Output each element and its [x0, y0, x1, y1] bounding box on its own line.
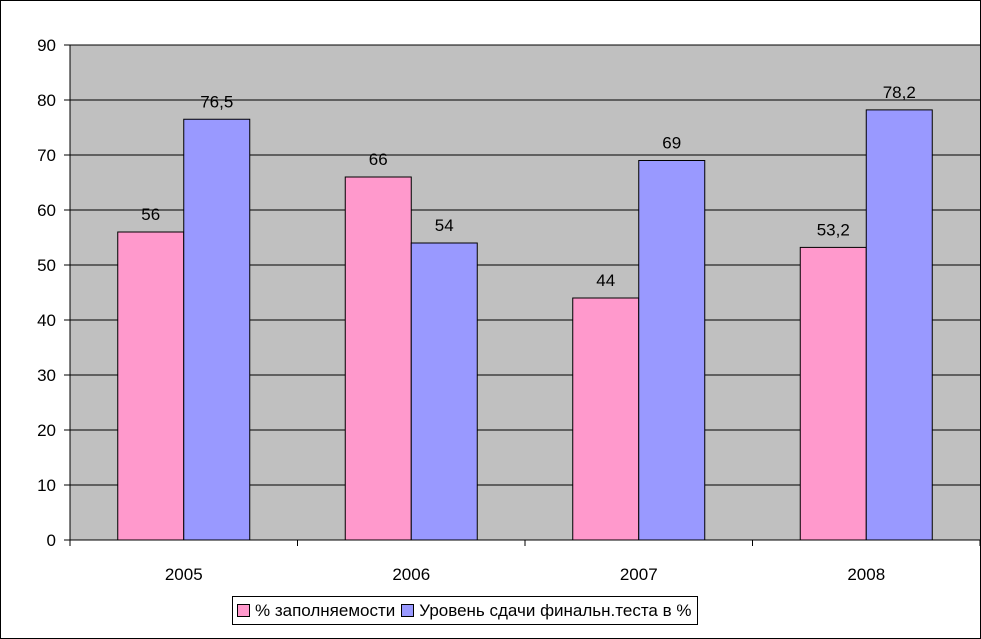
bar [410, 242, 478, 541]
legend-label-series-1: % заполняемости [255, 600, 396, 620]
data-labels: 56 76,5 66 54 44 69 53,2 78,2 [141, 83, 916, 290]
y-tick-label: 50 [37, 256, 56, 275]
y-tick-label: 30 [37, 366, 56, 385]
bar [183, 118, 251, 541]
y-tick-label: 10 [37, 476, 56, 495]
bar [638, 160, 706, 541]
data-label: 44 [596, 271, 615, 290]
data-label: 54 [435, 216, 454, 235]
x-tick-label: 2008 [847, 565, 885, 584]
y-tick-label: 90 [37, 36, 56, 55]
bar [344, 176, 412, 541]
y-tick-label: 80 [37, 91, 56, 110]
legend-label-series-2: Уровень сдачи финальн.теста в % [419, 600, 692, 620]
y-tick-label: 20 [37, 421, 56, 440]
data-label: 53,2 [817, 220, 850, 239]
y-tick-label: 60 [37, 201, 56, 220]
x-axis-ticks: 2005 2006 2007 2008 [69, 540, 981, 584]
data-label: 76,5 [200, 92, 233, 111]
legend-swatch-series-1 [237, 604, 250, 617]
bar [117, 231, 185, 541]
data-label: 56 [141, 205, 160, 224]
data-label: 78,2 [883, 83, 916, 102]
legend-item-series-1: % заполняемости [237, 601, 395, 621]
y-tick-label: 0 [47, 531, 56, 550]
legend-swatch-series-2 [401, 604, 415, 617]
bars [117, 109, 933, 541]
x-tick-label: 2007 [620, 565, 658, 584]
y-axis-ticks: 0 10 20 30 40 50 60 70 80 90 [37, 36, 70, 550]
x-tick-label: 2006 [392, 565, 430, 584]
bar [572, 297, 640, 541]
bar [865, 109, 933, 541]
legend-item-series-2: Уровень сдачи финальн.теста в % [401, 601, 691, 621]
bar [799, 246, 867, 541]
legend: % заполняемости Уровень сдачи финальн.те… [232, 596, 699, 625]
data-label: 69 [662, 134, 681, 153]
x-tick-label: 2005 [165, 565, 203, 584]
bar-chart: 0 10 20 30 40 50 60 70 80 90 2005 2006 2007 2008 56 7… [37, 36, 981, 584]
data-label: 66 [369, 150, 388, 169]
y-tick-label: 70 [37, 146, 56, 165]
y-tick-label: 40 [37, 311, 56, 330]
